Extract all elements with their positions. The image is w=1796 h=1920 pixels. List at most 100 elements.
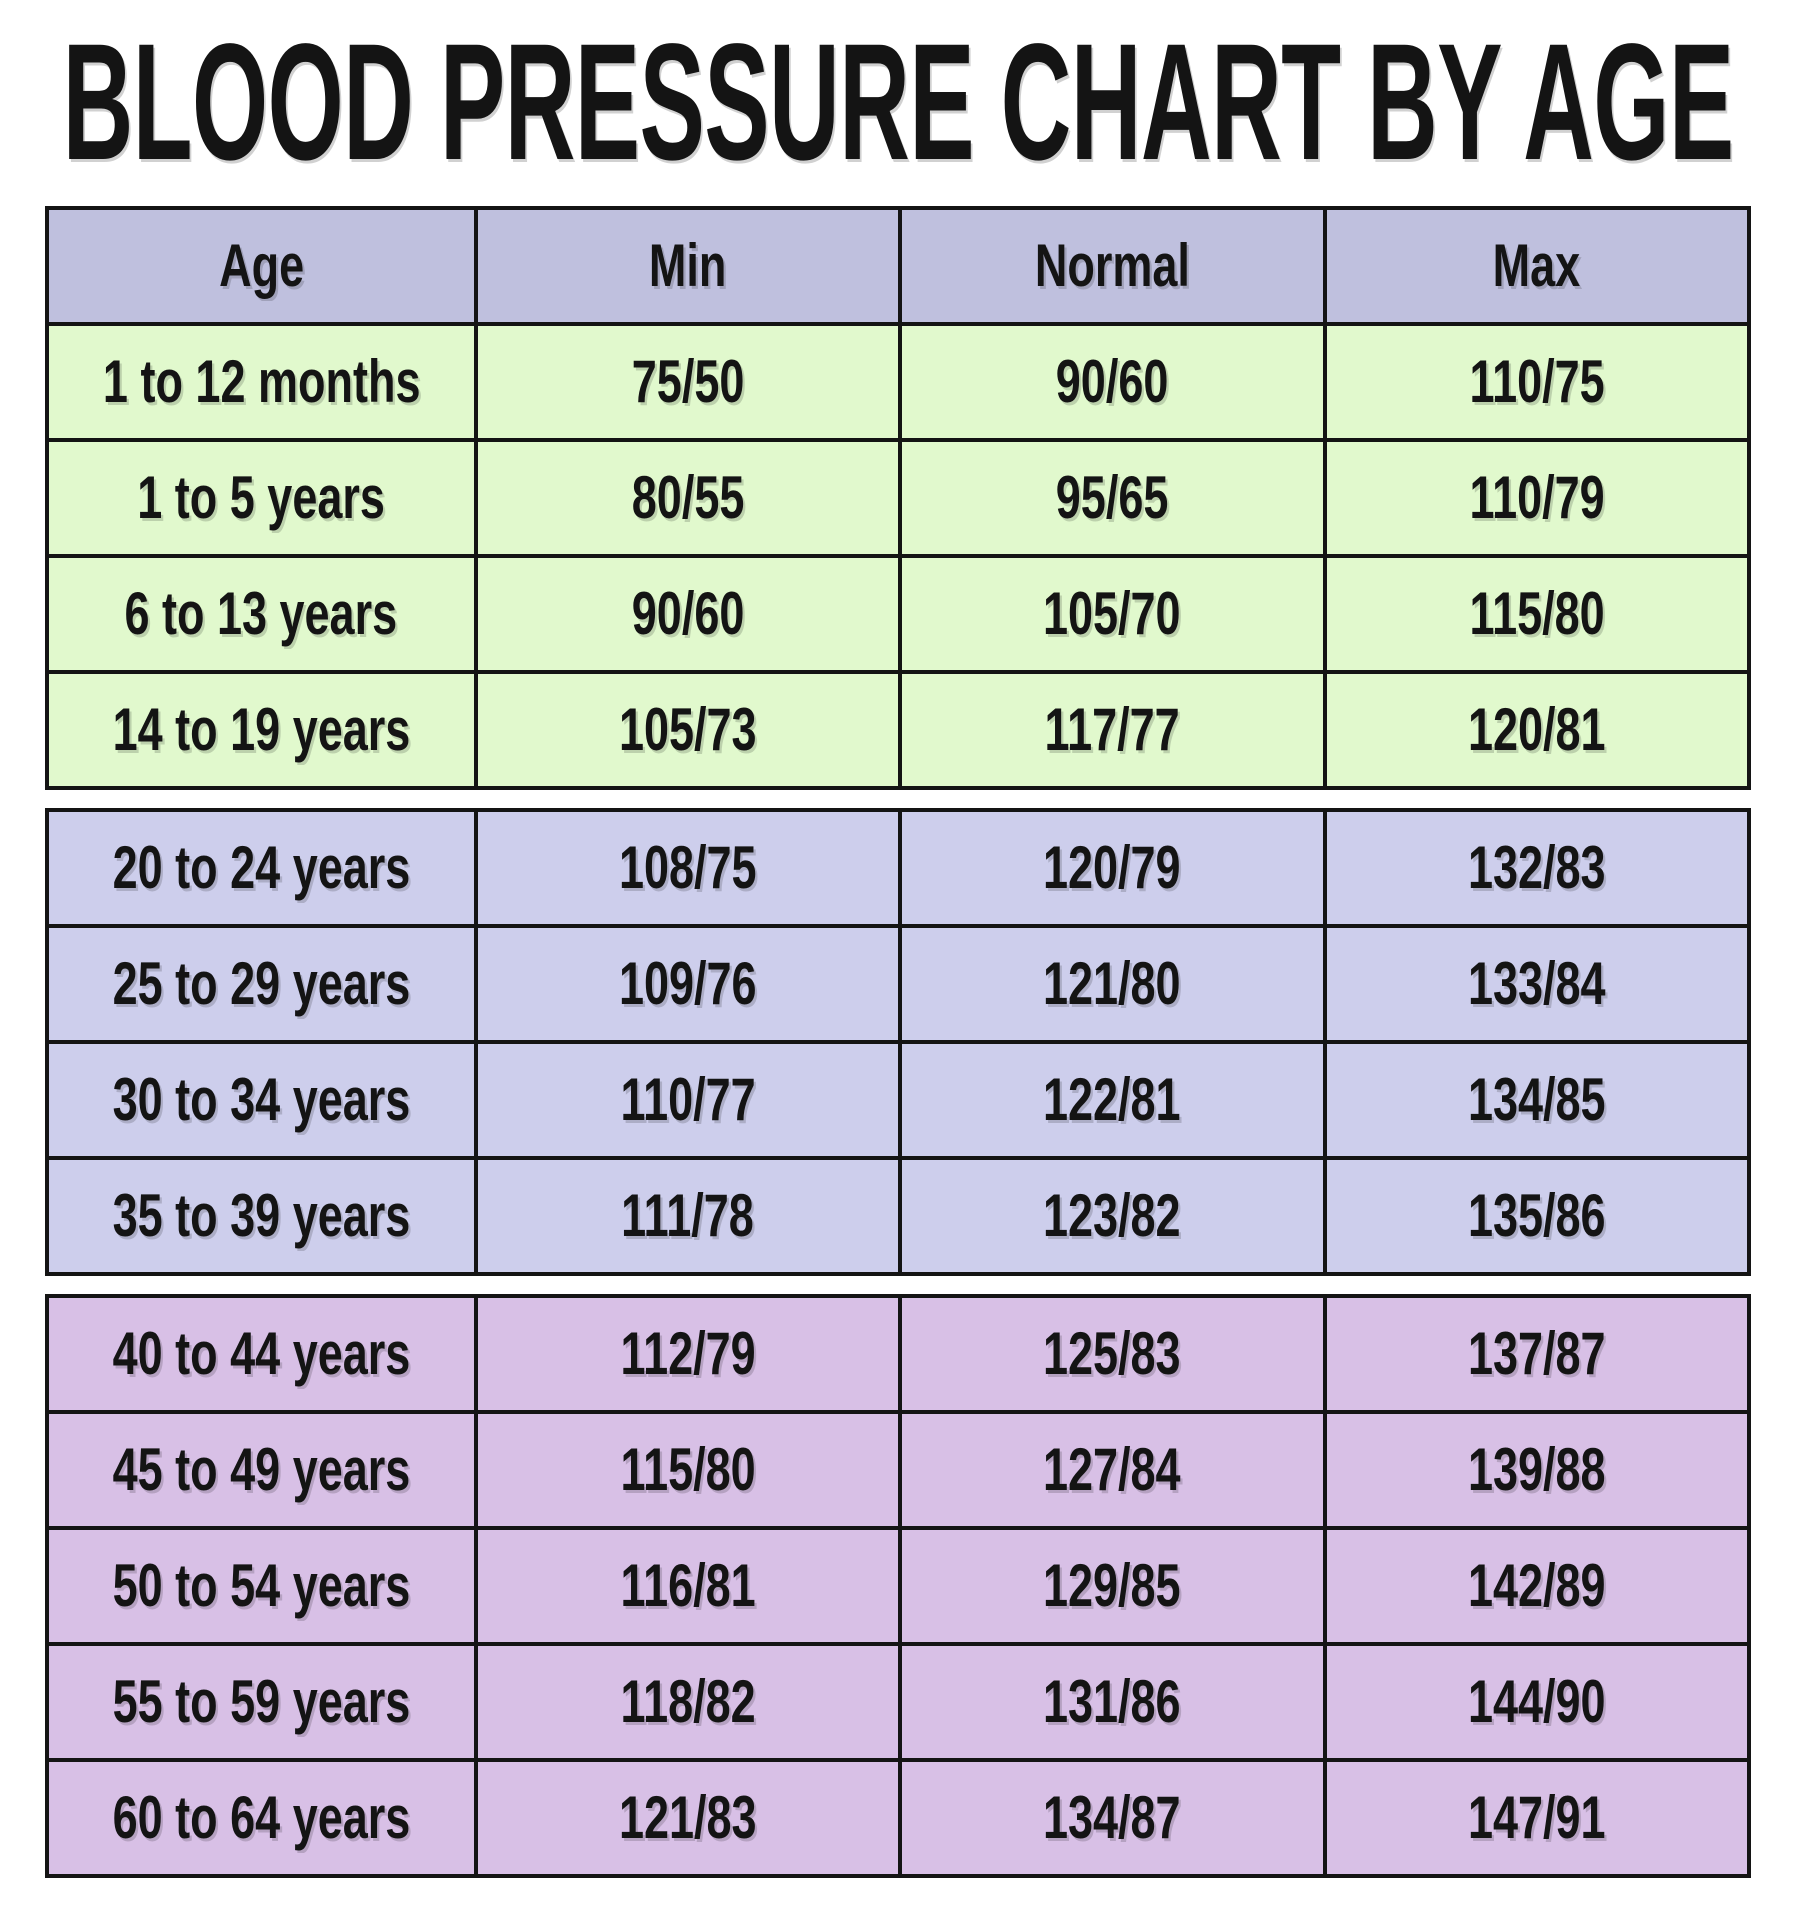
- age-cell: 40 to 44 years: [49, 1298, 474, 1410]
- max-cell-text: 110/79: [1469, 464, 1605, 531]
- normal-cell-text: 90/60: [1055, 348, 1169, 415]
- min-cell: 75/50: [473, 326, 899, 438]
- column-header-max-label: Max: [1492, 232, 1581, 299]
- page-title: BLOOD PRESSURE CHART BY AGE: [0, 0, 1796, 206]
- max-cell: 147/91: [1322, 1762, 1748, 1874]
- age-cell-text: 45 to 49 years: [112, 1436, 411, 1503]
- normal-cell: 122/81: [898, 1044, 1323, 1156]
- page-title-text: BLOOD PRESSURE CHART BY AGE: [62, 10, 1734, 195]
- max-cell: 134/85: [1322, 1044, 1748, 1156]
- max-cell: 139/88: [1322, 1414, 1748, 1526]
- normal-cell: 95/65: [898, 442, 1323, 554]
- age-cell: 45 to 49 years: [49, 1414, 474, 1526]
- max-cell-text: 137/87: [1467, 1320, 1606, 1387]
- table-row: 1 to 5 years 80/55 95/65 110/79: [49, 438, 1747, 554]
- max-cell-text: 110/75: [1469, 348, 1605, 415]
- max-cell: 142/89: [1322, 1530, 1748, 1642]
- table-row: 6 to 13 years 90/60 105/70 115/80: [49, 554, 1747, 670]
- normal-cell-text: 125/83: [1043, 1320, 1182, 1387]
- normal-cell: 105/70: [898, 558, 1323, 670]
- normal-cell: 131/86: [898, 1646, 1323, 1758]
- normal-cell-text: 95/65: [1055, 464, 1169, 531]
- normal-cell-text: 131/86: [1043, 1668, 1182, 1735]
- section-rows-adults-20-39: 20 to 24 years 108/75 120/79 132/83 25 t…: [49, 812, 1747, 1272]
- min-cell-text: 111/78: [621, 1182, 755, 1249]
- column-header-min-label: Min: [649, 232, 727, 299]
- age-cell-text: 50 to 54 years: [112, 1552, 411, 1619]
- min-cell: 111/78: [473, 1160, 899, 1272]
- max-cell-text: 142/89: [1467, 1552, 1606, 1619]
- column-header-age-label: Age: [218, 232, 304, 299]
- table-row: 30 to 34 years 110/77 122/81 134/85: [49, 1040, 1747, 1156]
- table-row: 55 to 59 years 118/82 131/86 144/90: [49, 1642, 1747, 1758]
- min-cell-text: 109/76: [618, 950, 757, 1017]
- age-cell: 55 to 59 years: [49, 1646, 474, 1758]
- age-cell-text: 35 to 39 years: [112, 1182, 411, 1249]
- age-cell-text: 1 to 5 years: [137, 464, 386, 531]
- max-cell: 132/83: [1322, 812, 1748, 924]
- min-cell-text: 118/82: [620, 1668, 756, 1735]
- section-rows-infants-teens: 1 to 12 months 75/50 90/60 110/75 1 to 5…: [49, 322, 1747, 786]
- min-cell: 109/76: [473, 928, 899, 1040]
- age-cell: 1 to 5 years: [49, 442, 474, 554]
- min-cell: 105/73: [473, 674, 899, 786]
- normal-cell-text: 123/82: [1043, 1182, 1182, 1249]
- normal-cell: 90/60: [898, 326, 1323, 438]
- normal-cell-text: 120/79: [1043, 834, 1182, 901]
- min-cell: 110/77: [473, 1044, 899, 1156]
- min-cell-text: 110/77: [620, 1066, 756, 1133]
- max-cell: 135/86: [1322, 1160, 1748, 1272]
- normal-cell: 129/85: [898, 1530, 1323, 1642]
- table-row: 1 to 12 months 75/50 90/60 110/75: [49, 322, 1747, 438]
- age-cell-text: 14 to 19 years: [112, 696, 411, 763]
- min-cell: 80/55: [473, 442, 899, 554]
- age-cell: 14 to 19 years: [49, 674, 474, 786]
- age-cell-text: 6 to 13 years: [124, 580, 398, 647]
- max-cell: 120/81: [1322, 674, 1748, 786]
- min-cell-text: 90/60: [631, 580, 745, 647]
- table-row: 60 to 64 years 121/83 134/87 147/91: [49, 1758, 1747, 1874]
- age-cell: 25 to 29 years: [49, 928, 474, 1040]
- max-cell-text: 139/88: [1467, 1436, 1606, 1503]
- normal-cell: 125/83: [898, 1298, 1323, 1410]
- normal-cell: 121/80: [898, 928, 1323, 1040]
- max-cell: 115/80: [1322, 558, 1748, 670]
- normal-cell-text: 122/81: [1043, 1066, 1182, 1133]
- table-section-adults-40-64: 40 to 44 years 112/79 125/83 137/87 45 t…: [45, 1294, 1751, 1878]
- max-cell-text: 134/85: [1467, 1066, 1606, 1133]
- age-cell-text: 60 to 64 years: [112, 1784, 411, 1851]
- min-cell-text: 75/50: [631, 348, 745, 415]
- normal-cell-text: 129/85: [1043, 1552, 1182, 1619]
- min-cell-text: 121/83: [618, 1784, 757, 1851]
- min-cell: 115/80: [473, 1414, 899, 1526]
- normal-cell-text: 134/87: [1043, 1784, 1182, 1851]
- max-cell: 110/75: [1322, 326, 1748, 438]
- normal-cell: 117/77: [898, 674, 1323, 786]
- column-header-age: Age: [49, 210, 474, 322]
- max-cell-text: 132/83: [1467, 834, 1606, 901]
- min-cell: 121/83: [473, 1762, 899, 1874]
- age-cell-text: 30 to 34 years: [112, 1066, 411, 1133]
- table-row: 40 to 44 years 112/79 125/83 137/87: [49, 1298, 1747, 1410]
- max-cell-text: 120/81: [1467, 696, 1606, 763]
- table-section-adults-20-39: 20 to 24 years 108/75 120/79 132/83 25 t…: [45, 808, 1751, 1276]
- min-cell: 90/60: [473, 558, 899, 670]
- max-cell-text: 115/80: [1469, 580, 1605, 647]
- age-cell-text: 1 to 12 months: [102, 348, 421, 415]
- table-header-row: Age Min Normal Max: [49, 210, 1747, 322]
- max-cell: 133/84: [1322, 928, 1748, 1040]
- normal-cell-text: 121/80: [1043, 950, 1182, 1017]
- min-cell-text: 80/55: [631, 464, 745, 531]
- min-cell: 118/82: [473, 1646, 899, 1758]
- age-cell-text: 20 to 24 years: [112, 834, 411, 901]
- min-cell-text: 105/73: [618, 696, 757, 763]
- max-cell: 137/87: [1322, 1298, 1748, 1410]
- min-cell: 108/75: [473, 812, 899, 924]
- max-cell: 110/79: [1322, 442, 1748, 554]
- min-cell-text: 115/80: [620, 1436, 756, 1503]
- table-section-infants-teens: Age Min Normal Max 1 to 12 months 75/50 …: [45, 206, 1751, 790]
- table-row: 20 to 24 years 108/75 120/79 132/83: [49, 812, 1747, 924]
- column-header-min: Min: [473, 210, 899, 322]
- table-row: 35 to 39 years 111/78 123/82 135/86: [49, 1156, 1747, 1272]
- normal-cell: 123/82: [898, 1160, 1323, 1272]
